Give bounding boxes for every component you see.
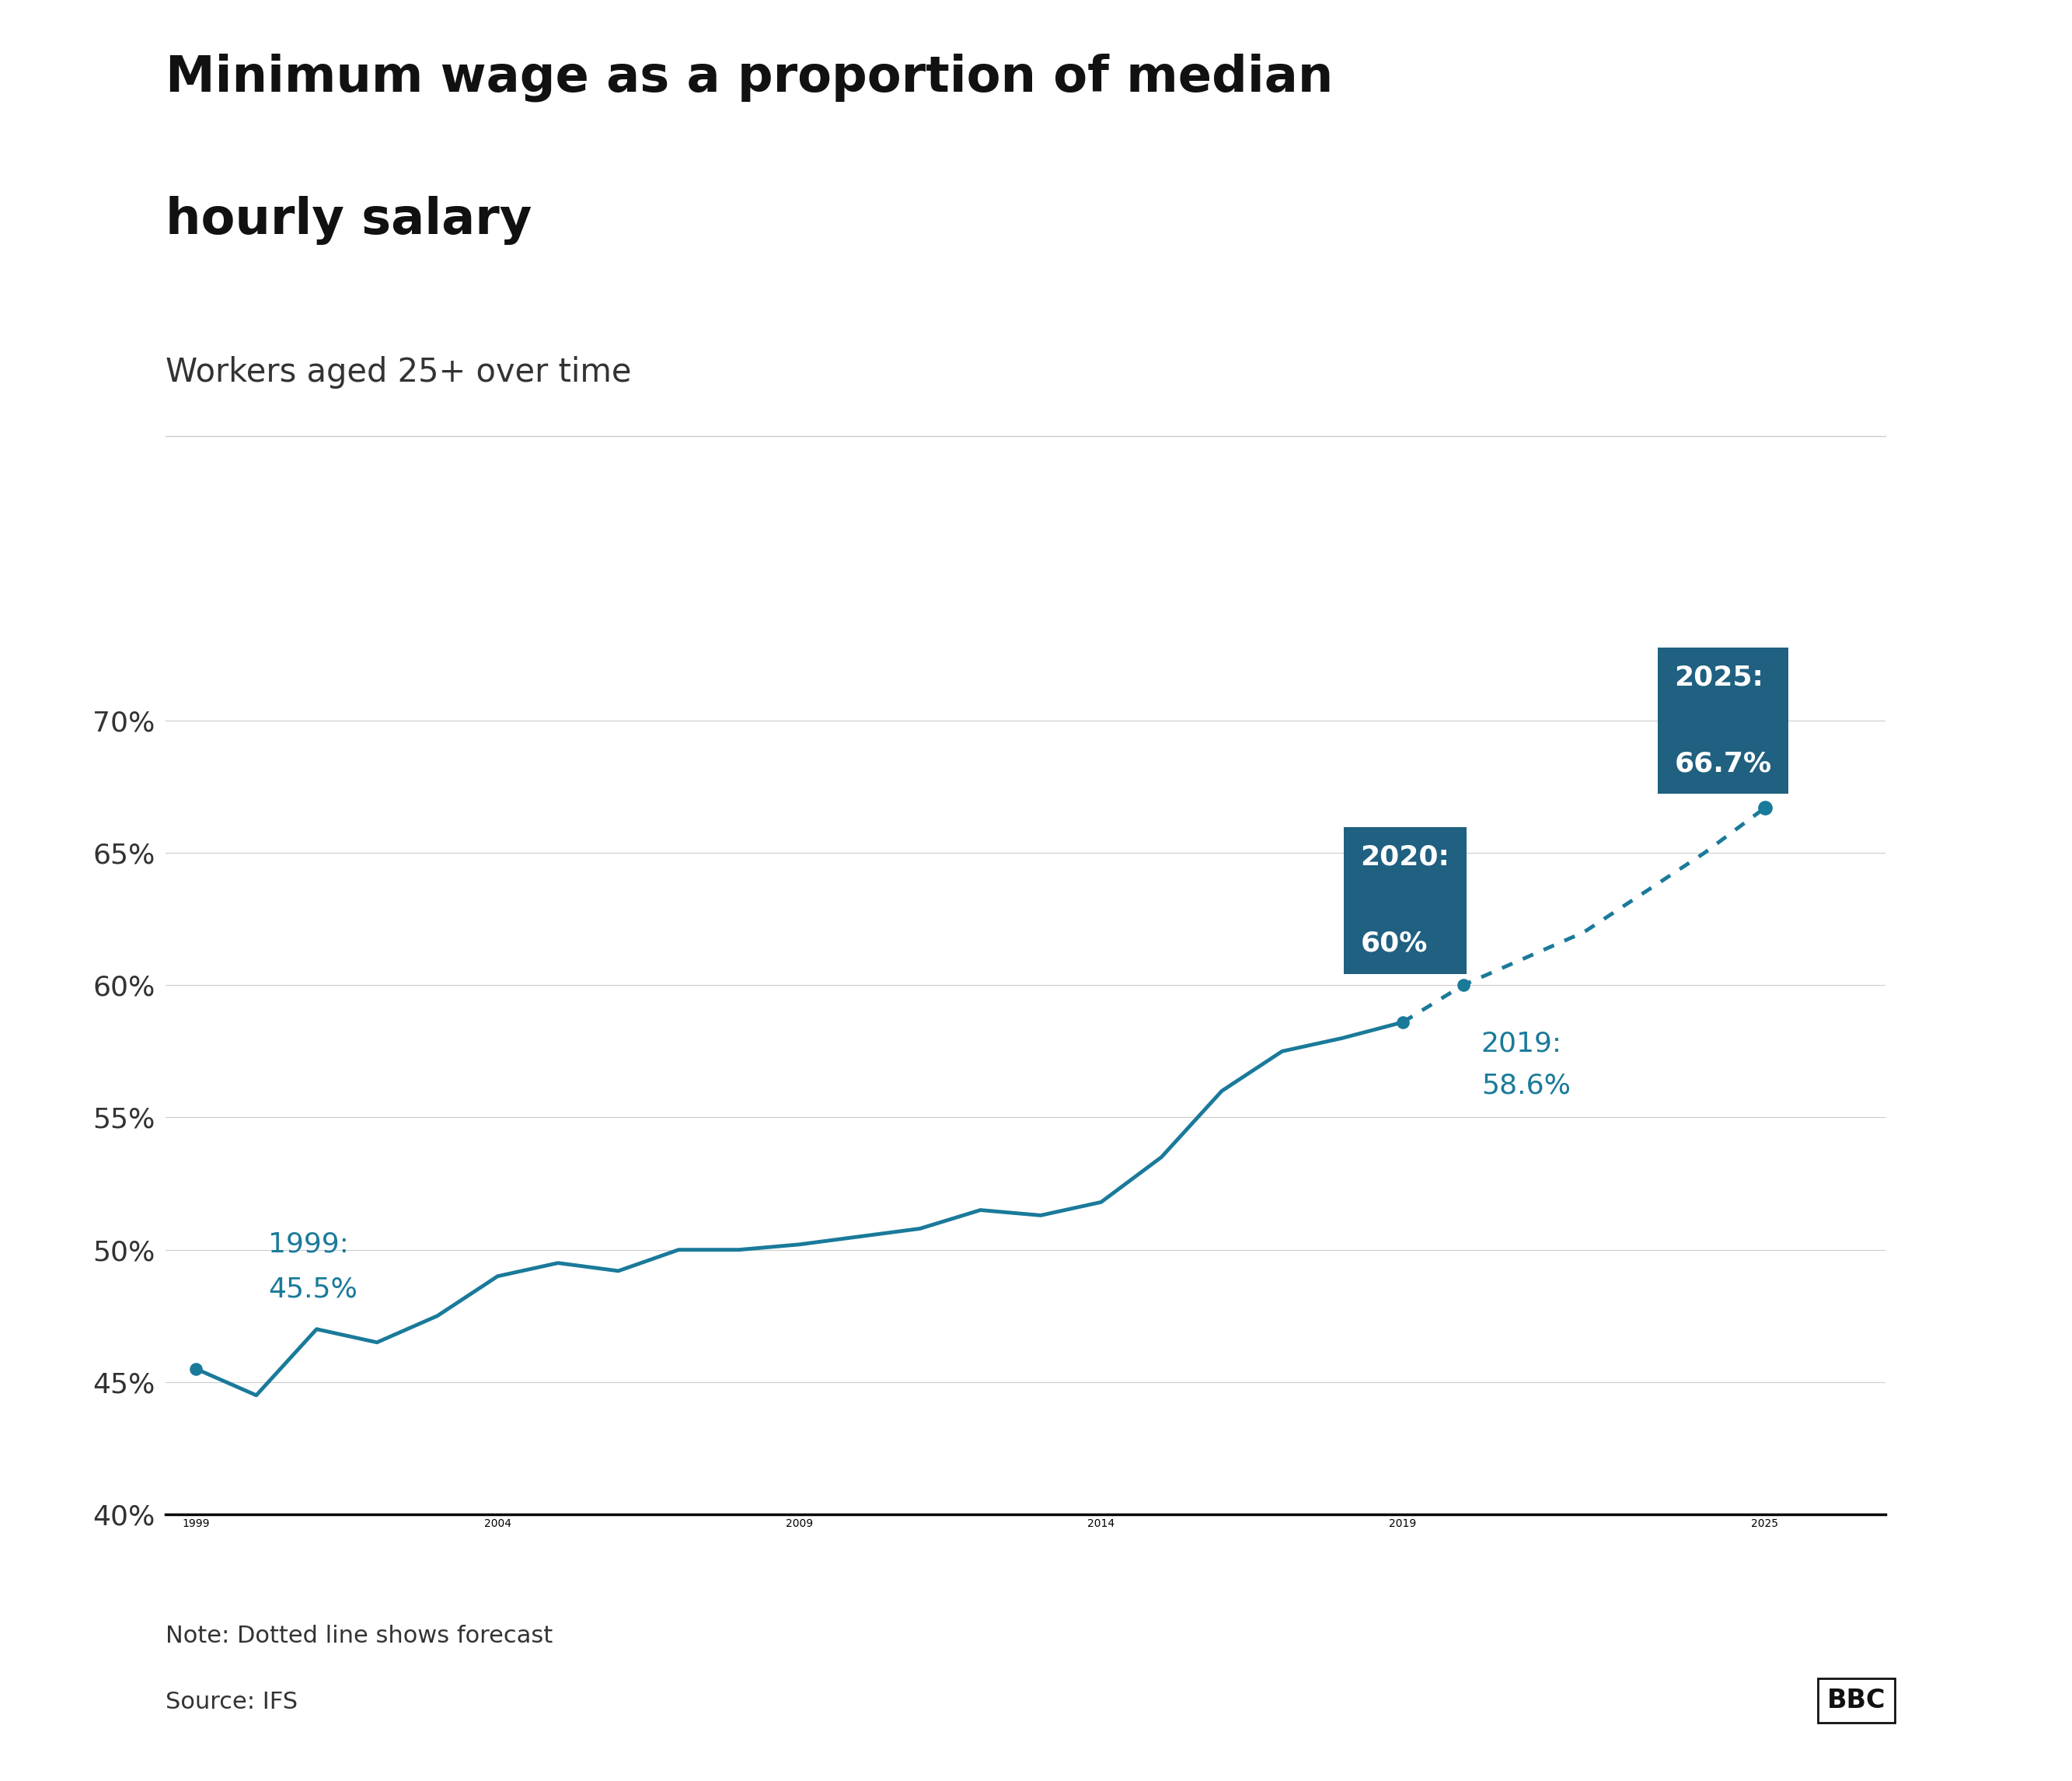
Text: 1999:: 1999:: [269, 1231, 348, 1257]
Text: 2025:

66.7%: 2025: 66.7%: [1674, 664, 1772, 777]
Text: 58.6%: 58.6%: [1481, 1072, 1571, 1099]
Text: Minimum wage as a proportion of median: Minimum wage as a proportion of median: [166, 53, 1334, 102]
Text: 2019:: 2019:: [1481, 1029, 1562, 1056]
Point: [180, 1355, 213, 1384]
Text: BBC: BBC: [1828, 1688, 1886, 1713]
Point: [1446, 971, 1479, 999]
Text: Note: Dotted line shows forecast: Note: Dotted line shows forecast: [166, 1624, 553, 1647]
Point: [1749, 794, 1782, 823]
Text: Workers aged 25+ over time: Workers aged 25+ over time: [166, 356, 632, 388]
Point: [1386, 1008, 1419, 1037]
Text: 45.5%: 45.5%: [269, 1277, 358, 1302]
Text: hourly salary: hourly salary: [166, 196, 533, 244]
Text: 2020:

60%: 2020: 60%: [1361, 844, 1450, 956]
Text: Source: IFS: Source: IFS: [166, 1690, 298, 1713]
